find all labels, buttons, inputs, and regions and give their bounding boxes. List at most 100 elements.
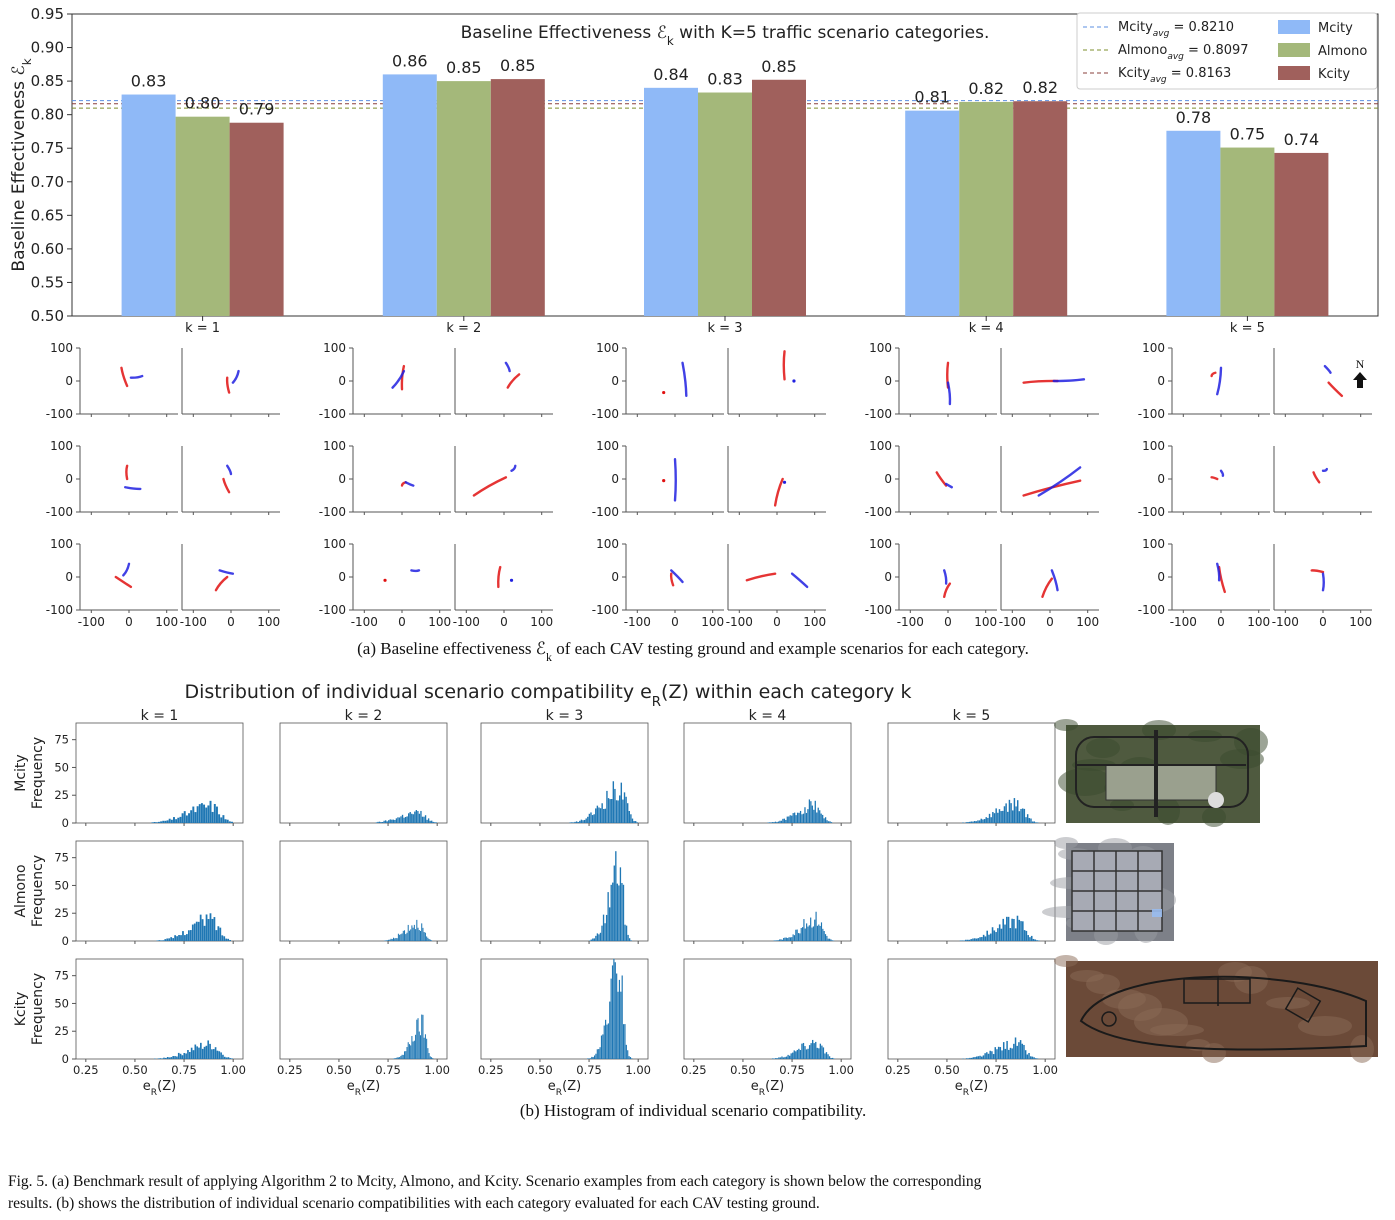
histogram-bar [819, 810, 821, 823]
histogram-frame [887, 722, 1056, 824]
histogram-bar [1011, 918, 1013, 941]
histogram-y-tick-label: 50 [54, 878, 69, 892]
histogram-bar [588, 1058, 590, 1059]
histogram-y-tick-label: 25 [54, 906, 69, 920]
histogram-bar [775, 1058, 777, 1059]
histogram-bar [422, 1014, 424, 1059]
histogram-bar [1009, 928, 1012, 941]
histogram-bar [577, 821, 579, 823]
histogram-bar [183, 811, 186, 823]
bar-chart-x-ticks: k = 1 k = 2 k = 3 k = 4 k = 5 [185, 316, 1265, 336]
histogram-bar [784, 937, 786, 941]
histogram-bar [429, 820, 431, 823]
histogram-bar [972, 938, 974, 941]
histogram-bar [404, 816, 407, 823]
histogram-bar [1023, 1044, 1025, 1059]
histogram-bar [615, 851, 617, 941]
histogram-bar [799, 810, 802, 823]
histogram-bar [596, 1049, 598, 1059]
histogram-bar [188, 813, 190, 823]
histogram-ylabel: Frequency [30, 973, 46, 1045]
histogram-frame [683, 958, 852, 1060]
histogram-bar [194, 812, 197, 823]
trajectory-blue [510, 464, 517, 472]
histogram-bar [1001, 1050, 1003, 1059]
histogram-bar [592, 938, 594, 941]
histogram-bar [160, 940, 163, 941]
histogram-bar [967, 1058, 969, 1059]
trajectory-blue [681, 361, 688, 398]
bar-kcity [490, 79, 545, 316]
histogram-bar [385, 940, 387, 941]
histogram-bar [418, 813, 421, 823]
histogram-bar [580, 819, 583, 823]
histogram-bar [1011, 1048, 1013, 1059]
histogram-bar [231, 821, 233, 823]
histogram-bar [793, 1050, 795, 1059]
map-track [1079, 975, 1367, 1051]
legend-swatch [1278, 66, 1310, 80]
trajectory-point [792, 379, 796, 383]
histogram-bar [625, 796, 627, 823]
figure-caption-line-1: Fig. 5. (a) Benchmark result of applying… [8, 1173, 982, 1190]
histogram-frame [887, 958, 1056, 1060]
histogram-bar [198, 804, 201, 823]
histogram-bar [969, 1057, 971, 1059]
kcity-map [1054, 955, 1378, 1063]
histogram-bar [418, 930, 420, 941]
y-tick-label: 0.55 [31, 273, 64, 291]
trajectory-red [943, 582, 952, 598]
histogram-bar [619, 867, 622, 941]
legend-average-label: Kcityavg = 0.8163 [1118, 66, 1231, 85]
histogram-bar [378, 821, 381, 823]
histogram-frame [683, 722, 852, 824]
histogram-bar [811, 805, 813, 823]
histogram-bar [421, 923, 423, 941]
histogram-bar [613, 865, 615, 941]
histogram-bar [384, 820, 387, 823]
histogram-row-label: Kcity [13, 992, 29, 1027]
histogram-bar [395, 1058, 397, 1059]
histogram-bar [620, 991, 622, 1059]
histogram-bar [981, 1056, 983, 1059]
histogram-bar [226, 819, 229, 823]
y-tick-label: 0.60 [31, 240, 64, 258]
histogram-bar [600, 1035, 603, 1059]
panel-y-tick-label: -100 [865, 407, 892, 421]
histogram-bar [813, 1043, 815, 1059]
histogram-bar [574, 821, 576, 823]
histogram-row-label: Mcity [13, 754, 29, 791]
histogram-bar [630, 940, 632, 941]
map-block [1284, 987, 1322, 1023]
histogram-bar [970, 939, 972, 941]
histogram-bar [403, 817, 405, 823]
histogram-bar [1016, 1045, 1018, 1059]
histogram-bar [981, 937, 983, 941]
histogram-bar [609, 799, 611, 823]
histogram-x-tick-label: 0.25 [277, 1063, 303, 1077]
trajectory-red [935, 471, 948, 487]
panel-x-tick-label: 0 [944, 615, 952, 629]
histogram-bar [795, 815, 797, 823]
histogram-xlabel: eR(Z) [347, 1079, 380, 1098]
histogram-bar [223, 936, 226, 941]
histogram-bar [778, 1057, 780, 1059]
histogram-bar [995, 808, 997, 823]
map-texture [1054, 719, 1078, 731]
histogram-bar [157, 821, 160, 823]
bar-almono [959, 101, 1014, 316]
histogram-bar [1036, 1058, 1039, 1059]
histogram-bar [979, 1055, 981, 1059]
histogram-x-tick-label: 0.75 [779, 1063, 805, 1077]
histogram-bar [415, 1034, 417, 1059]
histogram-bar [162, 820, 165, 823]
bar-kcity [1274, 152, 1329, 316]
panel-y-tick-label: 100 [323, 439, 346, 453]
histogram-bar [411, 813, 413, 823]
histogram-bar [827, 821, 830, 823]
histogram-bar [605, 1019, 607, 1059]
histogram-bar [1038, 940, 1040, 941]
histogram-x-tick-label: 1.00 [424, 1063, 450, 1077]
histogram-bar [772, 1058, 774, 1059]
histogram-bar [583, 819, 586, 823]
